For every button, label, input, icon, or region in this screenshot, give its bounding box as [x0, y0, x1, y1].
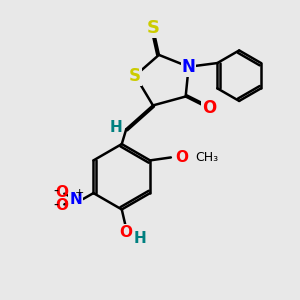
- Text: O: O: [56, 198, 69, 213]
- Text: O: O: [175, 150, 188, 165]
- Text: +: +: [74, 188, 84, 198]
- Text: -: -: [54, 199, 59, 213]
- Text: H: H: [134, 231, 146, 246]
- Text: O: O: [56, 185, 69, 200]
- Text: CH₃: CH₃: [195, 151, 218, 164]
- Text: -: -: [54, 184, 59, 199]
- Text: O: O: [202, 99, 217, 117]
- Text: O: O: [120, 225, 133, 240]
- Text: S: S: [146, 19, 160, 37]
- Text: H: H: [110, 120, 122, 135]
- Text: S: S: [129, 67, 141, 85]
- Text: N: N: [182, 58, 196, 76]
- Text: N: N: [69, 191, 82, 206]
